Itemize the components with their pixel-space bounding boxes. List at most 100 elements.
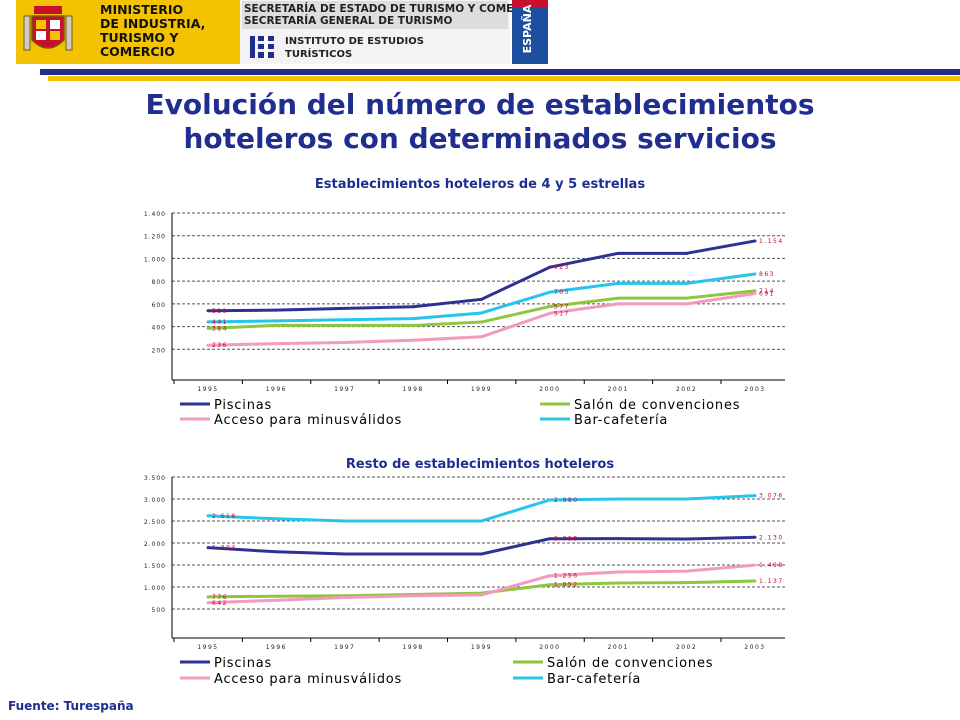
data-point: [548, 290, 552, 294]
data-point: [343, 306, 347, 310]
legend-label: Salón de convenciones: [547, 656, 713, 671]
data-point: [411, 519, 415, 523]
data-point: [411, 305, 415, 309]
y-tick-label: 500: [152, 607, 166, 614]
page-title: Evolución del número de establecimientos…: [0, 88, 960, 156]
data-point: [274, 598, 278, 602]
data-label: 517: [554, 310, 570, 317]
data-point: [685, 296, 689, 300]
data-point: [753, 494, 757, 498]
espana-label: ESPAÑA: [521, 4, 534, 54]
data-point: [753, 292, 757, 296]
ministry-name: MINISTERIO DE INDUSTRIA, TURISMO Y COMER…: [100, 2, 206, 59]
data-point: [343, 323, 347, 327]
y-tick-label: 2.000: [144, 541, 166, 548]
page-title-line-1: Evolución del número de establecimientos: [145, 88, 815, 121]
data-point: [753, 289, 757, 293]
data-label: 539: [212, 308, 228, 315]
data-point: [548, 311, 552, 315]
instituto-name-line-2: TURÍSTICOS: [285, 49, 353, 60]
data-point: [343, 552, 347, 556]
data-point: [685, 497, 689, 501]
data-point: [206, 514, 210, 518]
x-tick-label: 1999: [471, 386, 492, 393]
data-label: 1.498: [759, 562, 784, 569]
data-point: [480, 593, 483, 597]
x-tick-label: 2001: [608, 386, 629, 393]
data-label: 2.980: [554, 497, 579, 504]
data-point: [274, 319, 278, 323]
y-tick-label: 400: [152, 325, 166, 332]
data-label: 863: [759, 271, 775, 278]
y-tick-label: 1.000: [144, 585, 166, 592]
data-label: 714: [759, 288, 775, 295]
data-point: [343, 318, 347, 322]
data-point: [753, 239, 757, 243]
data-label: 703: [554, 289, 570, 296]
data-point: [206, 309, 210, 313]
x-tick-label: 1997: [334, 386, 355, 393]
x-tick-label: 1996: [266, 386, 287, 393]
legend-label: Piscinas: [214, 398, 272, 413]
data-point: [616, 570, 620, 574]
data-point: [343, 519, 347, 523]
data-point: [206, 601, 210, 605]
x-tick-label: 1995: [197, 386, 218, 393]
y-tick-label: 800: [152, 279, 166, 286]
coat-of-arms-icon: [23, 6, 73, 51]
data-point: [616, 497, 620, 501]
x-tick-label: 1996: [266, 644, 287, 651]
x-tick-label: 2002: [676, 386, 697, 393]
data-label: 1.052: [554, 582, 579, 589]
legend-label: Bar-cafetería: [574, 413, 668, 428]
secretaria-banner: [242, 1, 508, 29]
data-label: 236: [212, 342, 228, 349]
data-label: 1.256: [554, 573, 579, 580]
data-point: [548, 537, 552, 541]
y-tick-label: 3.000: [144, 497, 166, 504]
chart-2-title: Resto de establecimientos hoteleros: [345, 457, 615, 472]
data-label: 691: [759, 291, 775, 298]
data-point: [480, 552, 483, 556]
data-point: [753, 535, 757, 539]
y-tick-label: 1.400: [144, 211, 166, 218]
data-point: [480, 311, 483, 315]
y-tick-label: 200: [152, 347, 166, 354]
data-point: [343, 596, 347, 600]
data-label: 1.894: [212, 545, 237, 552]
x-tick-label: 2001: [608, 644, 629, 651]
x-tick-label: 1998: [402, 386, 423, 393]
chart-rest-hotels: 500 1.000 1.500 2.000 2.500 3.000 3.500 1995 199…: [144, 475, 785, 687]
legend-label: Salón de convenciones: [574, 398, 740, 413]
y-tick-label: 1.000: [144, 256, 166, 263]
y-tick-label: 600: [152, 302, 166, 309]
x-tick-label: 1997: [334, 644, 355, 651]
x-tick-label: 2000: [539, 644, 560, 651]
instituto-logo-icon: [250, 36, 274, 58]
data-point: [274, 594, 278, 598]
data-point: [753, 272, 757, 276]
data-point: [411, 552, 415, 556]
data-point: [616, 251, 620, 255]
x-tick-label: 1999: [471, 644, 492, 651]
y-tick-label: 3.500: [144, 475, 166, 482]
data-label: 441: [212, 319, 228, 326]
header-divider-blue: [40, 69, 960, 75]
source-note: Fuente: Turespaña: [8, 699, 134, 713]
chart-1-title: Establecimientos hoteleros de 4 y 5 estr…: [314, 177, 646, 192]
legend-label: Acceso para minusválidos: [214, 672, 402, 687]
data-point: [616, 281, 620, 285]
data-point: [274, 550, 278, 554]
x-tick-label: 1995: [197, 644, 218, 651]
data-point: [548, 304, 552, 308]
y-tick-label: 2.500: [144, 519, 166, 526]
secretaria-estado: SECRETARÍA DE ESTADO DE TURISMO Y COMERC…: [244, 3, 542, 15]
x-tick-label: 2000: [539, 386, 560, 393]
data-label: 642: [212, 600, 228, 607]
data-point: [206, 595, 210, 599]
data-point: [206, 320, 210, 324]
chart-4-5-stars: 200 400 600 800 1.000 1.200 1.400 1995 1996 1997 1…: [144, 211, 785, 428]
header-divider-yellow: [48, 76, 960, 81]
data-label: 923: [554, 264, 570, 271]
data-point: [548, 583, 552, 587]
